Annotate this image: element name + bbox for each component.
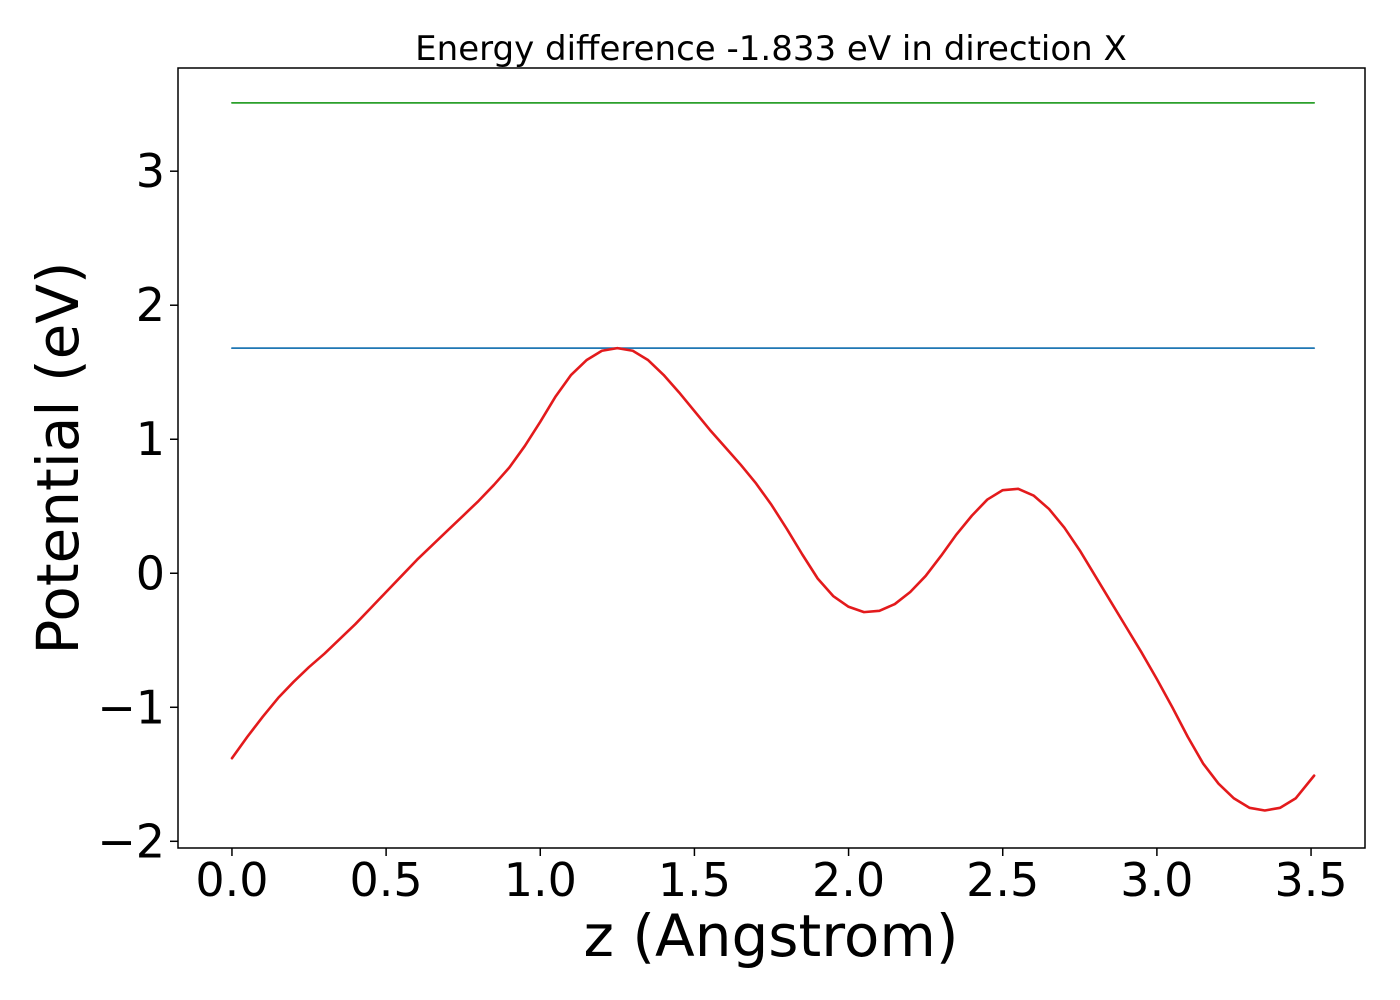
x-tick-label: 0.0 bbox=[195, 853, 268, 907]
y-tick-label: 1 bbox=[136, 412, 165, 466]
x-tick-label: 1.0 bbox=[504, 853, 577, 907]
chart-title: Energy difference -1.833 eV in direction… bbox=[415, 29, 1127, 69]
x-tick-label: 1.5 bbox=[658, 853, 731, 907]
x-tick-label: 3.5 bbox=[1274, 853, 1347, 907]
y-tick-label: −2 bbox=[97, 814, 165, 868]
series-layer bbox=[230, 101, 1316, 812]
x-axis-label: z (Angstrom) bbox=[584, 902, 959, 970]
y-tick-label: −1 bbox=[97, 680, 165, 734]
plot-background bbox=[178, 68, 1365, 848]
y-tick-label: 3 bbox=[136, 144, 165, 198]
y-tick-label: 2 bbox=[136, 278, 165, 332]
plot-frame bbox=[177, 67, 1366, 849]
x-tick-label: 0.5 bbox=[350, 853, 423, 907]
x-tick-label: 2.0 bbox=[812, 853, 885, 907]
series-line-3 bbox=[230, 346, 1316, 812]
y-axis-ticks: −2 −1 0 1 2 3 bbox=[97, 144, 178, 868]
x-tick-label: 2.5 bbox=[966, 853, 1039, 907]
x-axis-ticks: 0.0 0.5 1.0 1.5 2.0 2.5 3.0 3.5 bbox=[195, 848, 1348, 907]
y-tick-label: 0 bbox=[136, 546, 165, 600]
x-tick-label: 3.0 bbox=[1120, 853, 1193, 907]
y-axis-label: Potential (eV) bbox=[24, 261, 92, 654]
